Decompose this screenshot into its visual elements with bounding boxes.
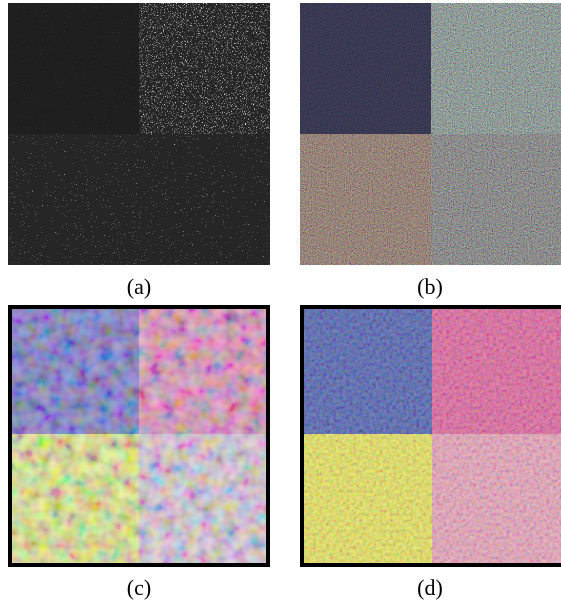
panel-image: [300, 305, 561, 567]
caption: (b): [417, 274, 443, 299]
panel-image: [300, 3, 561, 265]
panel-image: [8, 3, 270, 265]
caption: (a): [127, 274, 151, 299]
caption: (c): [127, 575, 151, 600]
panel-image: [8, 305, 270, 567]
caption: (d): [417, 575, 443, 600]
